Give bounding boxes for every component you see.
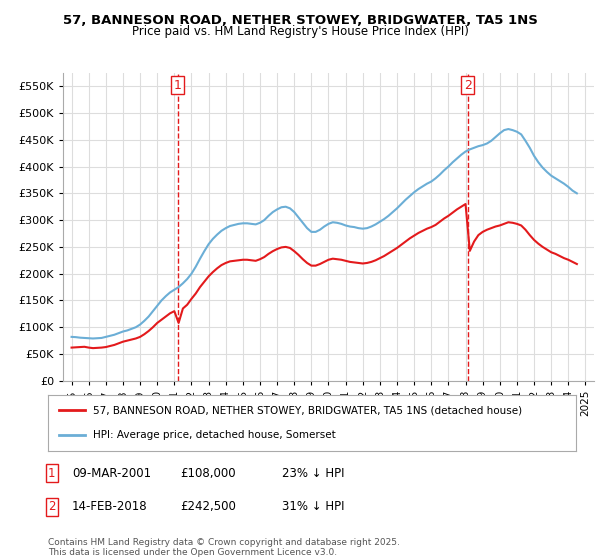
- Text: £242,500: £242,500: [180, 500, 236, 514]
- Text: 57, BANNESON ROAD, NETHER STOWEY, BRIDGWATER, TA5 1NS (detached house): 57, BANNESON ROAD, NETHER STOWEY, BRIDGW…: [93, 405, 522, 416]
- Text: Price paid vs. HM Land Registry's House Price Index (HPI): Price paid vs. HM Land Registry's House …: [131, 25, 469, 38]
- Text: HPI: Average price, detached house, Somerset: HPI: Average price, detached house, Some…: [93, 430, 335, 440]
- Text: 57, BANNESON ROAD, NETHER STOWEY, BRIDGWATER, TA5 1NS: 57, BANNESON ROAD, NETHER STOWEY, BRIDGW…: [62, 14, 538, 27]
- Text: £108,000: £108,000: [180, 466, 236, 480]
- Text: 2: 2: [464, 79, 472, 92]
- Text: 31% ↓ HPI: 31% ↓ HPI: [282, 500, 344, 514]
- Text: Contains HM Land Registry data © Crown copyright and database right 2025.
This d: Contains HM Land Registry data © Crown c…: [48, 538, 400, 557]
- Text: 1: 1: [173, 79, 182, 92]
- Text: 1: 1: [48, 466, 56, 480]
- Text: 09-MAR-2001: 09-MAR-2001: [72, 466, 151, 480]
- Text: 14-FEB-2018: 14-FEB-2018: [72, 500, 148, 514]
- Text: 23% ↓ HPI: 23% ↓ HPI: [282, 466, 344, 480]
- Text: 2: 2: [48, 500, 56, 514]
